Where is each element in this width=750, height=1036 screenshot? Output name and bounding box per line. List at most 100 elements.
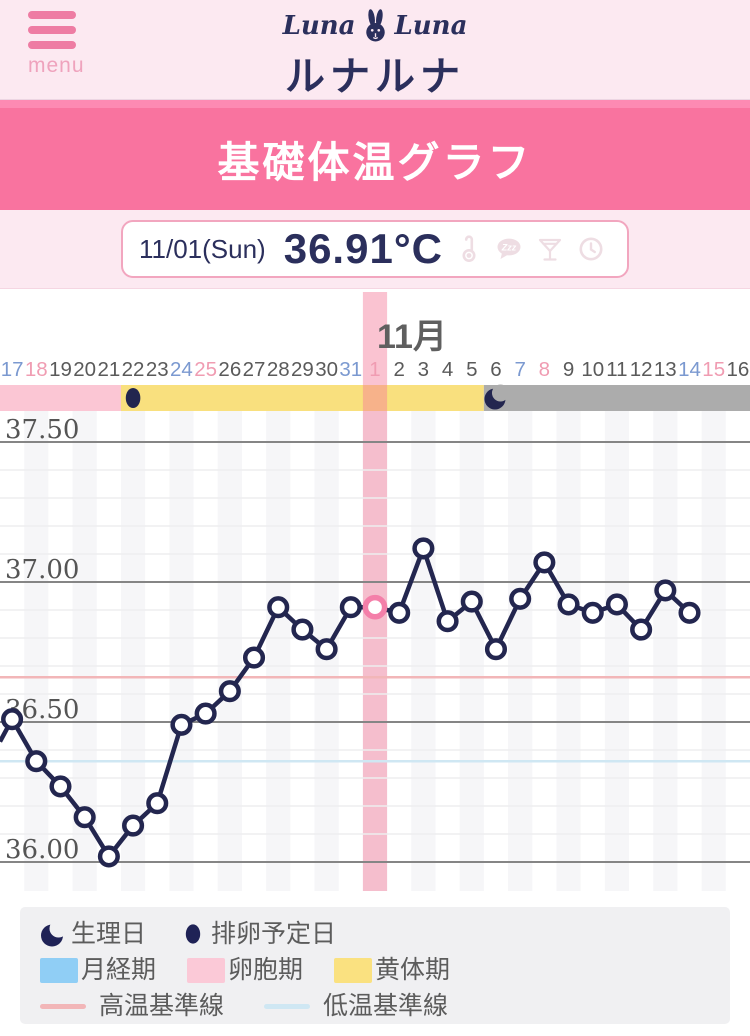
temperature-point[interactable]	[49, 775, 72, 798]
temperature-point[interactable]	[339, 596, 362, 619]
date-label[interactable]: 26	[218, 358, 241, 381]
day-column-stripe	[701, 411, 726, 891]
temperature-point[interactable]	[122, 814, 145, 837]
temperature-point[interactable]	[1, 708, 24, 731]
temperature-point[interactable]	[25, 750, 48, 773]
filled-dot-icon	[185, 924, 201, 944]
month-label: 11月	[377, 318, 447, 356]
temperature-point[interactable]	[484, 638, 508, 661]
temperature-point[interactable]	[460, 590, 483, 613]
temperature-point[interactable]	[242, 646, 266, 669]
date-label[interactable]: 3	[418, 358, 429, 381]
temperature-point[interactable]	[291, 618, 314, 641]
phase-band	[483, 385, 750, 411]
date-label[interactable]: 9	[563, 358, 574, 381]
date-label[interactable]: 15	[702, 358, 725, 381]
day-column-stripe	[217, 411, 242, 891]
ovulation-day-marker	[125, 388, 141, 408]
date-label[interactable]: 7	[514, 358, 525, 381]
day-column-stripe	[508, 411, 533, 891]
temperature-point[interactable]	[412, 537, 435, 560]
phase-band	[120, 385, 484, 411]
date-label[interactable]: 8	[539, 358, 550, 381]
date-label[interactable]: 4	[442, 358, 453, 381]
day-column-stripe	[169, 411, 194, 891]
date-label[interactable]: 6	[490, 358, 501, 381]
bbt-chart[interactable]: 37.50 37.00 36.50 36.00 17 18 19 20 21 22 23 24 25 26…	[0, 289, 750, 891]
legend-item-menstrual: 月経期	[40, 956, 156, 984]
date-label[interactable]: 16	[726, 358, 749, 381]
date-label[interactable]: 22	[122, 358, 145, 381]
legend-label: 黄体期	[375, 956, 451, 984]
y-axis-tick-label: 37.00	[5, 555, 79, 585]
high-baseline-swatch	[40, 1003, 86, 1009]
temperature-point[interactable]	[218, 680, 241, 703]
date-label[interactable]: 12	[630, 358, 653, 381]
date-label[interactable]: 14	[678, 358, 701, 381]
selected-day-summary[interactable]: 11/01(Sun) 36.91°C Zzz	[121, 220, 629, 278]
date-label[interactable]: 24	[170, 358, 193, 381]
temperature-point[interactable]	[170, 713, 193, 736]
selected-date: 11/01(Sun)	[139, 233, 266, 264]
date-label[interactable]: 19	[49, 358, 72, 381]
date-label[interactable]: 10	[581, 358, 604, 381]
temperature-point[interactable]	[630, 618, 653, 641]
summary-strip: 11/01(Sun) 36.91°C Zzz	[0, 210, 750, 289]
temperature-point[interactable]	[605, 593, 628, 616]
temperature-point[interactable]	[315, 638, 338, 661]
temperature-point[interactable]	[557, 593, 580, 616]
date-label[interactable]: 2	[393, 358, 404, 381]
date-label[interactable]: 31	[339, 358, 362, 381]
temperature-point[interactable]	[678, 601, 701, 624]
date-label[interactable]: 29	[291, 358, 314, 381]
date-label[interactable]: 21	[97, 358, 120, 381]
legend-item-luteal: 黄体期	[334, 956, 450, 984]
temperature-point[interactable]	[73, 806, 96, 829]
page-title: 基礎体温グラフ	[217, 138, 533, 186]
y-axis-tick-label: 37.50	[5, 415, 79, 445]
svg-text:Zzz: Zzz	[501, 243, 517, 253]
low-baseline-swatch	[264, 1003, 311, 1009]
temperature-point[interactable]	[581, 601, 604, 624]
legend-label: 低温基準線	[323, 992, 449, 1020]
date-label[interactable]: 30	[315, 358, 338, 381]
chart-legend: 生理日 排卵予定日 月経期 卵胞期 黄体期 高温基準線 低温基準線	[20, 907, 730, 1024]
logo-text-luna-right: Luna	[394, 10, 468, 41]
temperature-point[interactable]	[436, 610, 459, 633]
legend-item-follicular: 卵胞期	[187, 956, 303, 984]
date-label[interactable]: 23	[146, 358, 169, 381]
legend-row-markers: 生理日 排卵予定日	[40, 920, 730, 948]
temperature-point[interactable]	[97, 845, 120, 868]
date-label[interactable]: 5	[466, 358, 477, 381]
selected-temperature-point[interactable]	[362, 594, 388, 620]
menu-button[interactable]: menu	[28, 11, 84, 76]
date-label[interactable]: 17	[1, 358, 24, 381]
date-label[interactable]: 27	[243, 358, 266, 381]
logo-text-luna-left: Luna	[282, 10, 356, 41]
date-label[interactable]: 13	[654, 358, 677, 381]
day-column-stripe	[120, 411, 146, 891]
date-label[interactable]: 28	[267, 358, 290, 381]
date-label[interactable]: 1	[369, 358, 380, 381]
date-label[interactable]: 11	[606, 358, 627, 381]
legend-label: 排卵予定日	[211, 920, 337, 948]
temperature-point[interactable]	[654, 579, 677, 602]
date-label[interactable]: 25	[194, 358, 217, 381]
clock-icon	[579, 237, 603, 261]
day-column-stripe	[653, 411, 678, 891]
temperature-point[interactable]	[146, 792, 169, 815]
temperature-point[interactable]	[533, 551, 556, 574]
date-label[interactable]: 20	[73, 358, 96, 381]
sleep-icon: Zzz	[497, 238, 521, 259]
temperature-point[interactable]	[388, 601, 411, 624]
date-label[interactable]: 18	[25, 358, 48, 381]
temperature-point[interactable]	[194, 702, 217, 725]
temperature-point[interactable]	[509, 587, 532, 610]
legend-label: 生理日	[71, 920, 147, 948]
day-column-stripe	[411, 411, 436, 891]
temperature-point[interactable]	[267, 596, 290, 619]
condition-icons: Zzz	[455, 234, 606, 264]
legend-label: 高温基準線	[99, 992, 225, 1020]
hamburger-icon	[28, 11, 76, 19]
